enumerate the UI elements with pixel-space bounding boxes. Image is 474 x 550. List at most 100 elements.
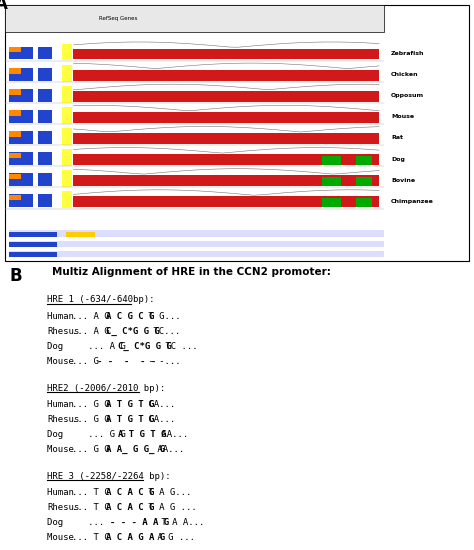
- Bar: [38, 89, 52, 102]
- Text: AA...: AA...: [152, 445, 184, 454]
- Text: ... G G: ... G G: [73, 445, 116, 454]
- Text: T A A...: T A A...: [156, 518, 204, 527]
- Bar: [38, 47, 52, 59]
- Bar: [9, 240, 384, 247]
- Text: Human: Human: [47, 400, 80, 409]
- Text: C̲ C*G G G: C̲ C*G G G: [106, 327, 160, 336]
- Text: A T G T G: A T G T G: [106, 400, 154, 409]
- Bar: [62, 149, 72, 166]
- Text: HRE 3 (-2258/-2264 bp):: HRE 3 (-2258/-2264 bp):: [47, 472, 171, 481]
- Bar: [356, 199, 372, 207]
- Bar: [66, 232, 95, 237]
- Text: A A̲ G G̲ G: A A̲ G G̲ G: [106, 445, 165, 454]
- Text: T A G ...: T A G ...: [143, 503, 197, 512]
- Text: HRE 1 (-634/-640bp):: HRE 1 (-634/-640bp):: [47, 295, 155, 305]
- Bar: [73, 154, 379, 165]
- Text: T A G...: T A G...: [143, 488, 191, 497]
- Bar: [9, 232, 57, 237]
- Text: Mouse: Mouse: [47, 445, 80, 454]
- Bar: [9, 230, 384, 237]
- Text: Mouse: Mouse: [47, 534, 80, 542]
- Bar: [9, 195, 21, 200]
- Bar: [73, 196, 379, 207]
- Bar: [73, 175, 379, 186]
- Bar: [9, 89, 21, 95]
- Text: - -...: - -...: [143, 357, 181, 366]
- Bar: [5, 6, 384, 32]
- Bar: [38, 173, 52, 186]
- Text: B: B: [9, 267, 22, 285]
- Bar: [9, 242, 57, 247]
- Bar: [62, 128, 72, 145]
- Bar: [9, 252, 57, 257]
- Text: ... G: ... G: [73, 357, 105, 366]
- Bar: [73, 91, 379, 102]
- Bar: [38, 68, 52, 80]
- Text: A T G T G: A T G T G: [106, 415, 154, 424]
- Bar: [38, 194, 52, 207]
- Text: A C G C G: A C G C G: [106, 312, 154, 321]
- Text: A G ...: A G ...: [152, 534, 195, 542]
- Bar: [38, 131, 52, 144]
- Text: Rhesus: Rhesus: [47, 415, 80, 424]
- Bar: [62, 191, 72, 208]
- Bar: [356, 156, 372, 165]
- Text: RefSeq Genes: RefSeq Genes: [100, 16, 137, 21]
- Bar: [322, 156, 341, 165]
- Text: Opposum: Opposum: [391, 93, 424, 98]
- Text: ... -: ... -: [73, 518, 121, 527]
- Text: A C A C G: A C A C G: [106, 488, 154, 497]
- Bar: [356, 177, 372, 186]
- Text: - - - A A G: - - - A A G: [110, 518, 169, 527]
- Text: ... G G: ... G G: [73, 415, 116, 424]
- Bar: [9, 194, 33, 207]
- Bar: [38, 110, 52, 123]
- Text: ... A G: ... A G: [73, 327, 116, 336]
- Text: ... T C: ... T C: [73, 534, 116, 542]
- Bar: [62, 107, 72, 124]
- Bar: [9, 131, 33, 144]
- Bar: [9, 111, 21, 116]
- Text: Human: Human: [47, 312, 80, 321]
- Text: Dog: Dog: [47, 342, 80, 351]
- Text: A C A G A G: A C A G A G: [106, 534, 165, 542]
- Bar: [9, 110, 33, 123]
- Text: ... G G: ... G G: [73, 430, 132, 439]
- Text: ... T C: ... T C: [73, 503, 116, 512]
- Text: Dog: Dog: [47, 518, 80, 527]
- Bar: [9, 152, 33, 165]
- Bar: [322, 177, 341, 186]
- Bar: [9, 173, 33, 186]
- Text: Chimpanzee: Chimpanzee: [391, 199, 434, 204]
- Text: C̲ C*G G G: C̲ C*G G G: [118, 342, 172, 351]
- Bar: [73, 112, 379, 123]
- Text: Rhesus: Rhesus: [47, 327, 80, 336]
- Text: TC ...: TC ...: [160, 342, 198, 351]
- Text: Bovine: Bovine: [391, 178, 415, 183]
- Text: Human: Human: [47, 488, 80, 497]
- Bar: [9, 47, 21, 52]
- Bar: [9, 152, 21, 158]
- Bar: [73, 133, 379, 144]
- Text: - -  -  - -: - - - - -: [98, 357, 156, 366]
- Bar: [9, 89, 33, 102]
- Bar: [73, 48, 379, 59]
- Text: Chicken: Chicken: [391, 72, 419, 77]
- Text: Multiz Alignment of HRE in the CCN2 promoter:: Multiz Alignment of HRE in the CCN2 prom…: [52, 267, 331, 277]
- Text: Dog: Dog: [47, 430, 80, 439]
- Text: ... A G: ... A G: [73, 342, 132, 351]
- Bar: [322, 199, 341, 207]
- Text: TC...: TC...: [147, 327, 180, 336]
- Text: A C A C G: A C A C G: [106, 503, 154, 512]
- Text: Mouse: Mouse: [391, 114, 414, 119]
- Bar: [62, 170, 72, 187]
- Text: AA...: AA...: [156, 430, 188, 439]
- Bar: [9, 251, 384, 257]
- Bar: [38, 152, 52, 165]
- Bar: [9, 47, 33, 59]
- Text: ... G G: ... G G: [73, 400, 116, 409]
- Bar: [9, 174, 21, 179]
- Bar: [62, 86, 72, 103]
- Text: Dog: Dog: [391, 157, 405, 162]
- Text: A T G T G: A T G T G: [118, 430, 167, 439]
